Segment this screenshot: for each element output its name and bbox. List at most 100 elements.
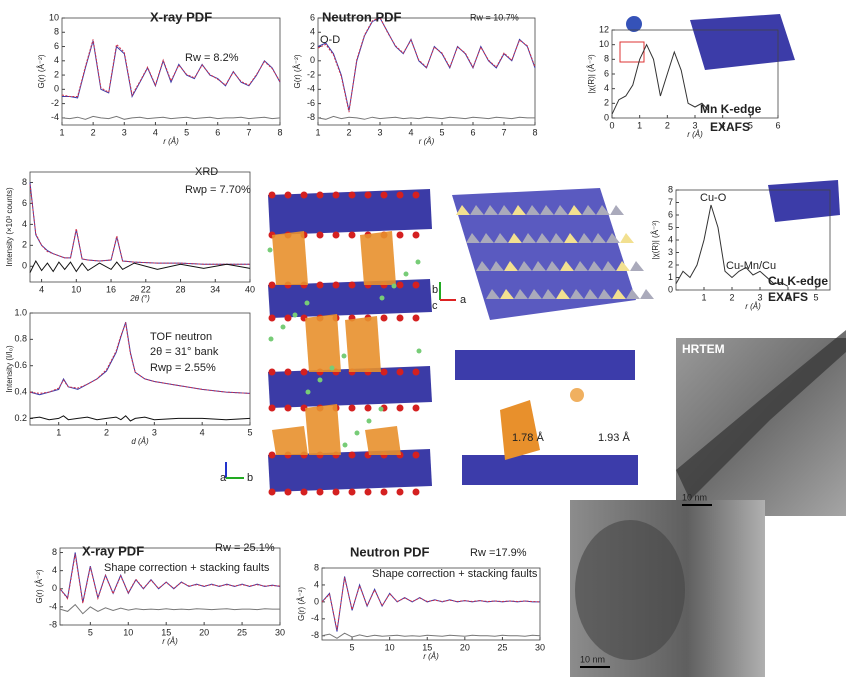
x-tick-label: 30 (275, 627, 285, 637)
x-tick-label: 20 (460, 642, 470, 652)
x-tick-label: 6 (775, 120, 780, 130)
annotation: Rw = 10.7% (470, 12, 519, 22)
y-tick-label: 6 (604, 68, 609, 78)
oxygen (365, 489, 372, 496)
x-tick-label: 3 (152, 427, 157, 437)
oxygen (349, 282, 356, 289)
oxygen (413, 452, 420, 459)
annotation: EXAFS (710, 120, 750, 134)
y-tick-label: 0.8 (14, 334, 27, 344)
cu-polyhedron (500, 400, 540, 460)
x-axis-label: d (Å) (131, 437, 149, 446)
x-tick-label: 10 (123, 627, 133, 637)
triangle (640, 289, 654, 299)
oxygen (397, 315, 404, 322)
y-tick-label: 8 (54, 27, 59, 37)
annotation: EXAFS (768, 290, 808, 304)
y-tick-label: 4 (52, 565, 57, 575)
hydrogen (392, 284, 397, 289)
hydrogen (269, 337, 274, 342)
annotation: Shape correction + stacking faults (372, 568, 538, 580)
annotation: 2θ = 31° bank (150, 346, 219, 358)
hydrogen (417, 349, 422, 354)
annotation: Shape correction + stacking faults (104, 562, 270, 574)
data-line (318, 116, 535, 119)
x-tick-label: 6 (215, 127, 220, 137)
x-tick-label: 4 (153, 127, 158, 137)
scale-label: 10 nm (580, 654, 605, 664)
y-tick-label: 0 (52, 583, 57, 593)
oxygen (397, 282, 404, 289)
honeycomb-layer (452, 188, 636, 320)
y-tick-label: -8 (311, 630, 319, 640)
oxygen (397, 192, 404, 199)
oxygen (301, 369, 308, 376)
y-axis-label: |χ(R)| (Å⁻³) (587, 54, 596, 94)
y-tick-label: 4 (604, 83, 609, 93)
annotation: O-D (320, 34, 340, 46)
cu-polyhedron (272, 231, 308, 285)
y-tick-label: -8 (307, 112, 315, 122)
oxygen (413, 369, 420, 376)
oxygen (381, 315, 388, 322)
triangle (620, 233, 634, 243)
cu-polyhedron (365, 426, 401, 455)
y-tick-label: 0.2 (14, 413, 27, 423)
annotation: Cu-O (700, 192, 727, 204)
oxygen (269, 282, 276, 289)
x-tick-label: 1 (701, 292, 706, 302)
chart-title: X-ray PDF (82, 543, 144, 558)
hydrogen (318, 378, 323, 383)
axis-name: c (432, 300, 438, 312)
x-tick-label: 15 (422, 642, 432, 652)
x-tick-label: 2 (346, 127, 351, 137)
x-tick-label: 5 (184, 127, 189, 137)
oxygen (269, 315, 276, 322)
oxygen (349, 405, 356, 412)
oxygen (317, 192, 324, 199)
oxygen (269, 369, 276, 376)
hydrogen (268, 248, 273, 253)
y-tick-label: 6 (22, 198, 27, 208)
y-tick-label: 7 (668, 197, 673, 207)
x-tick-label: 10 (71, 284, 81, 294)
hydrogen (342, 354, 347, 359)
annotation: XRD (195, 166, 218, 178)
mn-dimer-icon (620, 42, 644, 62)
oxygen (397, 232, 404, 239)
annotation: Mn K-edge (700, 102, 762, 116)
x-tick-label: 2 (91, 127, 96, 137)
oxygen (333, 192, 340, 199)
x-tick-label: 15 (161, 627, 171, 637)
x-axis-label: r (Å) (423, 652, 439, 661)
cu-polyhedron (345, 316, 381, 372)
cu-polyhedron (305, 404, 341, 455)
layer-bottom (462, 455, 638, 485)
x-tick-label: 5 (88, 627, 93, 637)
x-axis-label: 2θ (°) (129, 294, 150, 303)
plot-frame (30, 313, 250, 425)
x-tick-label: 1 (59, 127, 64, 137)
y-tick-label: 2 (54, 69, 59, 79)
y-tick-label: 10 (49, 12, 59, 22)
y-tick-label: 10 (599, 39, 609, 49)
x-tick-label: 4 (408, 127, 413, 137)
oxygen (381, 369, 388, 376)
axis-name: a (220, 472, 227, 484)
y-axis-label: Intensity (I/I₀) (5, 345, 14, 393)
x-tick-label: 40 (245, 284, 255, 294)
oxygen (397, 369, 404, 376)
x-tick-label: 25 (237, 627, 247, 637)
oxygen (349, 452, 356, 459)
hydrogen (305, 301, 310, 306)
x-tick-label: 8 (277, 127, 282, 137)
y-axis-label: G(r) (Å⁻²) (35, 569, 44, 603)
chart-title: Neutron PDF (322, 9, 402, 24)
oxygen (365, 405, 372, 412)
y-tick-label: -8 (49, 619, 57, 629)
oxygen (285, 315, 292, 322)
annotation: Rwp = 7.70% (185, 184, 251, 196)
y-tick-label: 2 (604, 98, 609, 108)
oxygen (285, 192, 292, 199)
x-tick-label: 1 (637, 120, 642, 130)
